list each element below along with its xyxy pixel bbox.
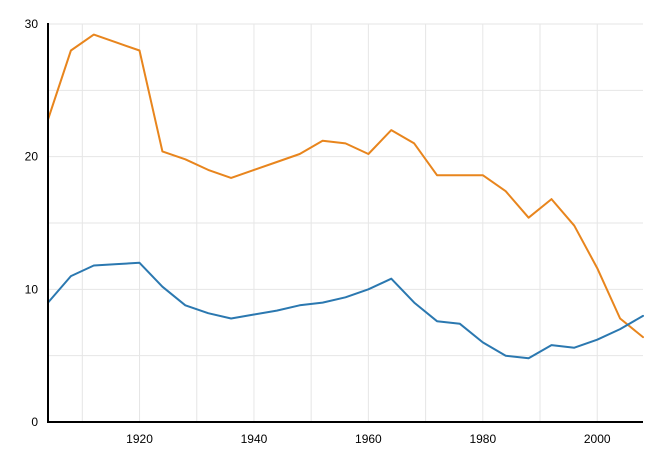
axes — [47, 23, 643, 423]
x-tick-label: 1960 — [355, 432, 382, 446]
series-line-1 — [47, 33, 644, 339]
x-tick-label: 2000 — [584, 432, 611, 446]
y-tick-label: 10 — [25, 282, 39, 296]
y-tick-label: 30 — [25, 17, 39, 31]
x-tick-label: 1980 — [469, 432, 496, 446]
tick-labels: 1920 1940 1960 1980 2000 0 10 20 30 — [25, 17, 611, 446]
x-tick-label: 1940 — [241, 432, 268, 446]
y-tick-label: 20 — [25, 150, 39, 164]
x-tick-label: 1920 — [126, 432, 153, 446]
series-line-2 — [47, 261, 644, 360]
y-tick-label: 0 — [31, 415, 38, 429]
series-layer — [47, 33, 644, 360]
grid — [48, 23, 643, 422]
